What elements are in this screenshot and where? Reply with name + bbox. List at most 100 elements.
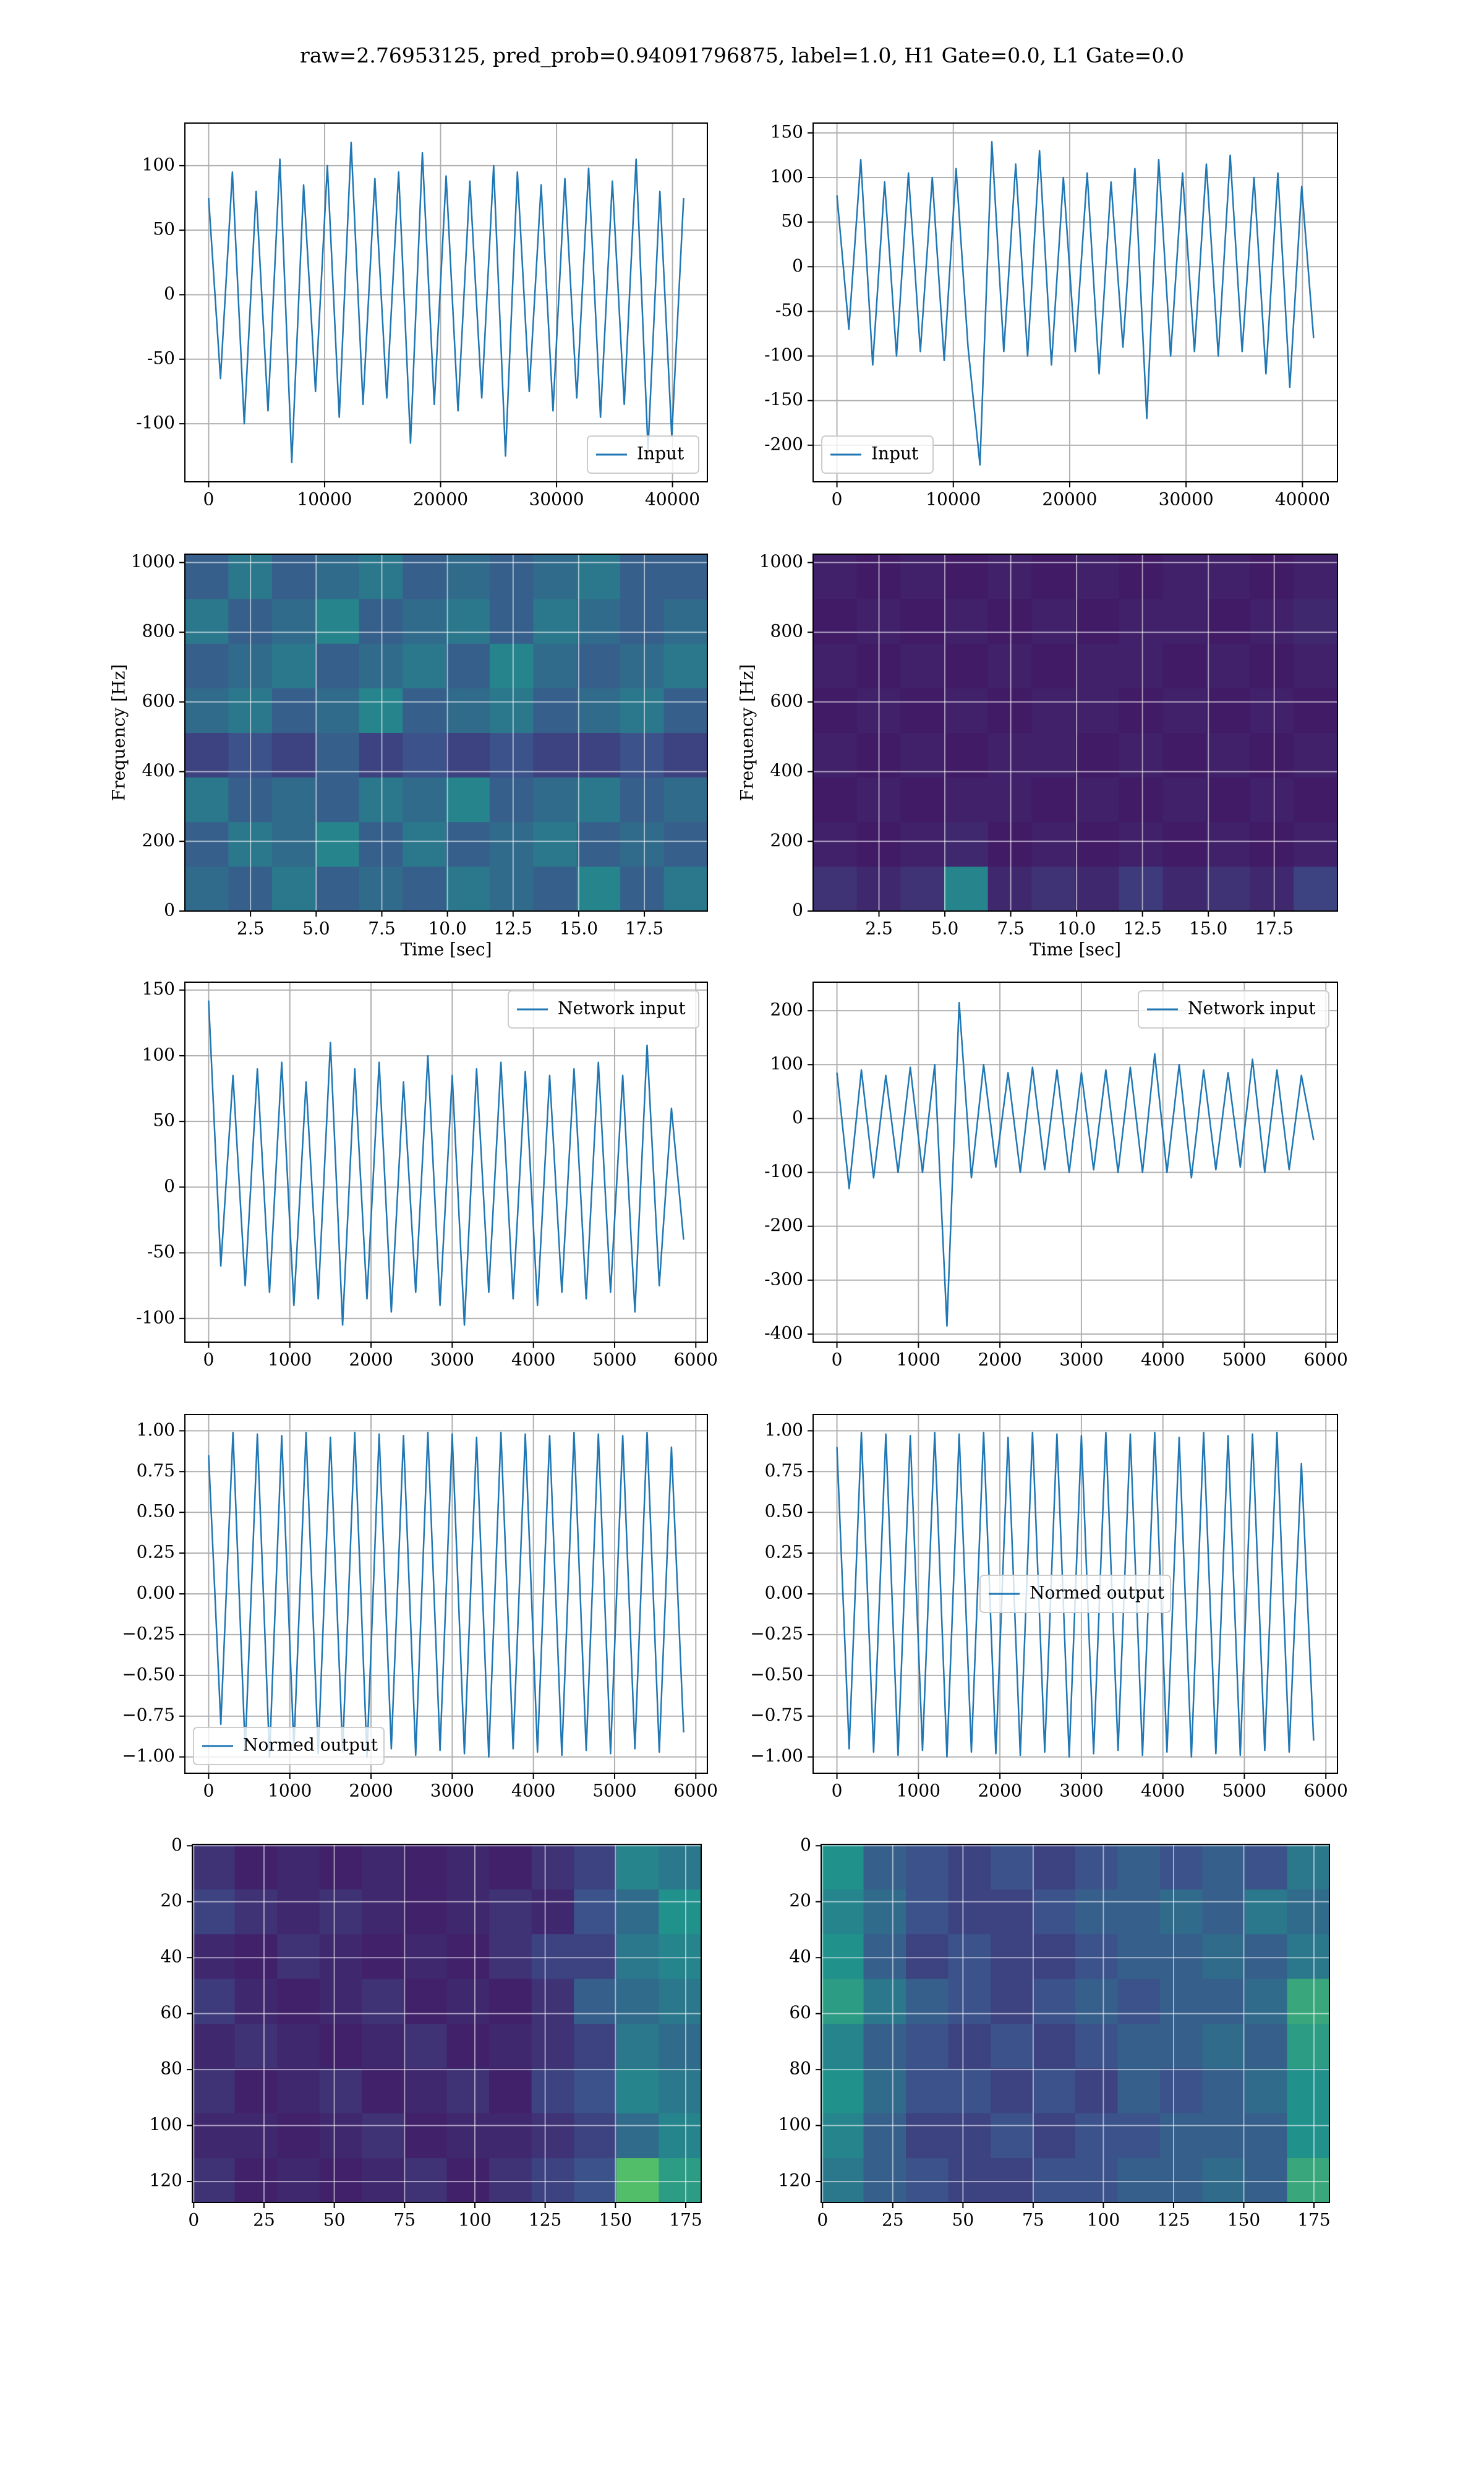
heatmap-cell (1119, 643, 1163, 688)
heatmap-cell (315, 643, 360, 688)
heatmap-cell (359, 643, 403, 688)
heatmap-cell (821, 1933, 864, 1979)
heatmap-cell (1119, 688, 1163, 733)
heatmap-cell (944, 643, 989, 688)
heatmap-cell (863, 1933, 906, 1979)
x-tick-label: 25 (882, 2210, 904, 2230)
heatmap-cell (362, 1979, 405, 2024)
heatmap-cell (1075, 1844, 1118, 1890)
heatmap-cell (185, 599, 229, 644)
x-tick-label: 30000 (529, 489, 584, 510)
y-tick-label: 100 (770, 166, 803, 187)
x-tick-label: 125 (529, 2210, 561, 2230)
heatmap-cell (1119, 777, 1163, 823)
heatmap-cell (185, 643, 229, 688)
y-tick-label: 200 (142, 830, 175, 850)
heatmap-cell (319, 1889, 362, 1935)
heatmap-cell (489, 821, 534, 867)
x-tick-label: 5000 (1222, 1350, 1266, 1370)
heatmap-cell (1031, 554, 1076, 599)
y-tick-label: 150 (770, 121, 803, 142)
axes-frame (184, 554, 708, 912)
axes-frame (184, 122, 708, 482)
heatmap-cell (944, 554, 989, 599)
heatmap-cell (944, 732, 989, 778)
heatmap-cell (616, 1933, 659, 1979)
heatmap-cell (944, 821, 989, 867)
heatmap-cell (1031, 599, 1076, 644)
heatmap-cell (362, 2023, 405, 2069)
heatmap-cell (900, 732, 945, 778)
x-tick-label: 150 (599, 2210, 632, 2230)
heatmap-cell (531, 2068, 574, 2113)
heatmap-cell (192, 2157, 236, 2203)
heatmap-cell (616, 2068, 659, 2113)
heatmap-cell (1075, 2023, 1118, 2069)
heatmap-cell (944, 777, 989, 823)
heatmap-cell (574, 1979, 617, 2024)
heatmap-cell (659, 1844, 702, 1890)
x-tick-label: 5.0 (931, 918, 959, 939)
heatmap-cell (1119, 732, 1163, 778)
heatmap-cell (277, 2023, 320, 2069)
heatmap-cell (900, 777, 945, 823)
heatmap-cell (192, 2113, 236, 2159)
heatmap-cell (446, 1889, 490, 1935)
heatmap-cell (1162, 732, 1207, 778)
heatmap-cell (404, 2113, 447, 2159)
heatmap-cell (1162, 866, 1207, 912)
y-tick-label: 1000 (131, 551, 175, 571)
heatmap-cell (1206, 688, 1251, 733)
x-tick-label: 7.5 (368, 918, 396, 939)
x-tick-label: 3000 (1059, 1350, 1103, 1370)
heatmap-cell (863, 1889, 906, 1935)
axes-frame (184, 1414, 708, 1774)
y-tick-label: -200 (764, 434, 803, 454)
heatmap-cell (616, 2157, 659, 2203)
heatmap-cell (1206, 821, 1251, 867)
y-tick-label: 50 (781, 211, 803, 231)
heatmap-cell (446, 2068, 490, 2113)
heatmap-cell (659, 1889, 702, 1935)
heatmap-cell (185, 866, 229, 912)
heatmap-cell (863, 1979, 906, 2024)
heatmap-cell (991, 2157, 1033, 2203)
heatmap-cell (906, 1933, 949, 1979)
y-tick-label: −0.75 (750, 1705, 803, 1725)
heatmap-cell (663, 599, 708, 644)
heatmap-cell (987, 777, 1032, 823)
heatmap-cell (531, 1933, 574, 1979)
x-tick-label: 5.0 (302, 918, 330, 939)
heatmap-cell (362, 1844, 405, 1890)
heatmap-cell (1075, 1979, 1118, 2024)
heatmap-cell (663, 688, 708, 733)
x-tick-label: 17.5 (625, 918, 663, 939)
heatmap-cell (1245, 1979, 1287, 2024)
heatmap-cell (1033, 2023, 1076, 2069)
heatmap-cell (404, 1889, 447, 1935)
x-tick-label: 17.5 (1255, 918, 1294, 939)
heatmap-cell (616, 2023, 659, 2069)
x-tick-label: 10000 (926, 489, 981, 510)
heatmap-cell (991, 1889, 1033, 1935)
heatmap-cell (1294, 866, 1338, 912)
heatmap-cell (574, 2068, 617, 2113)
heatmap-cell (863, 2113, 906, 2159)
heatmap-cell (1287, 1979, 1330, 2024)
heatmap-cell (446, 554, 490, 599)
figure-title: raw=2.76953125, pred_prob=0.94091796875,… (300, 43, 1184, 68)
heatmap-cell (1162, 688, 1207, 733)
heatmap-cell (531, 2023, 574, 2069)
y-tick-label: 0 (171, 1834, 182, 1855)
x-tick-label: 10.0 (1057, 918, 1096, 939)
y-tick-label: 80 (789, 2058, 811, 2079)
heatmap-cell (1250, 599, 1294, 644)
heatmap-cell (948, 2068, 991, 2113)
heatmap-cell (616, 2113, 659, 2159)
heatmap-cell (403, 732, 446, 778)
heatmap-cell (185, 732, 229, 778)
heatmap-cell (531, 1844, 574, 1890)
heatmap-cell (277, 1844, 320, 1890)
x-tick-label: 175 (669, 2210, 702, 2230)
heatmap-cell (948, 1979, 991, 2024)
